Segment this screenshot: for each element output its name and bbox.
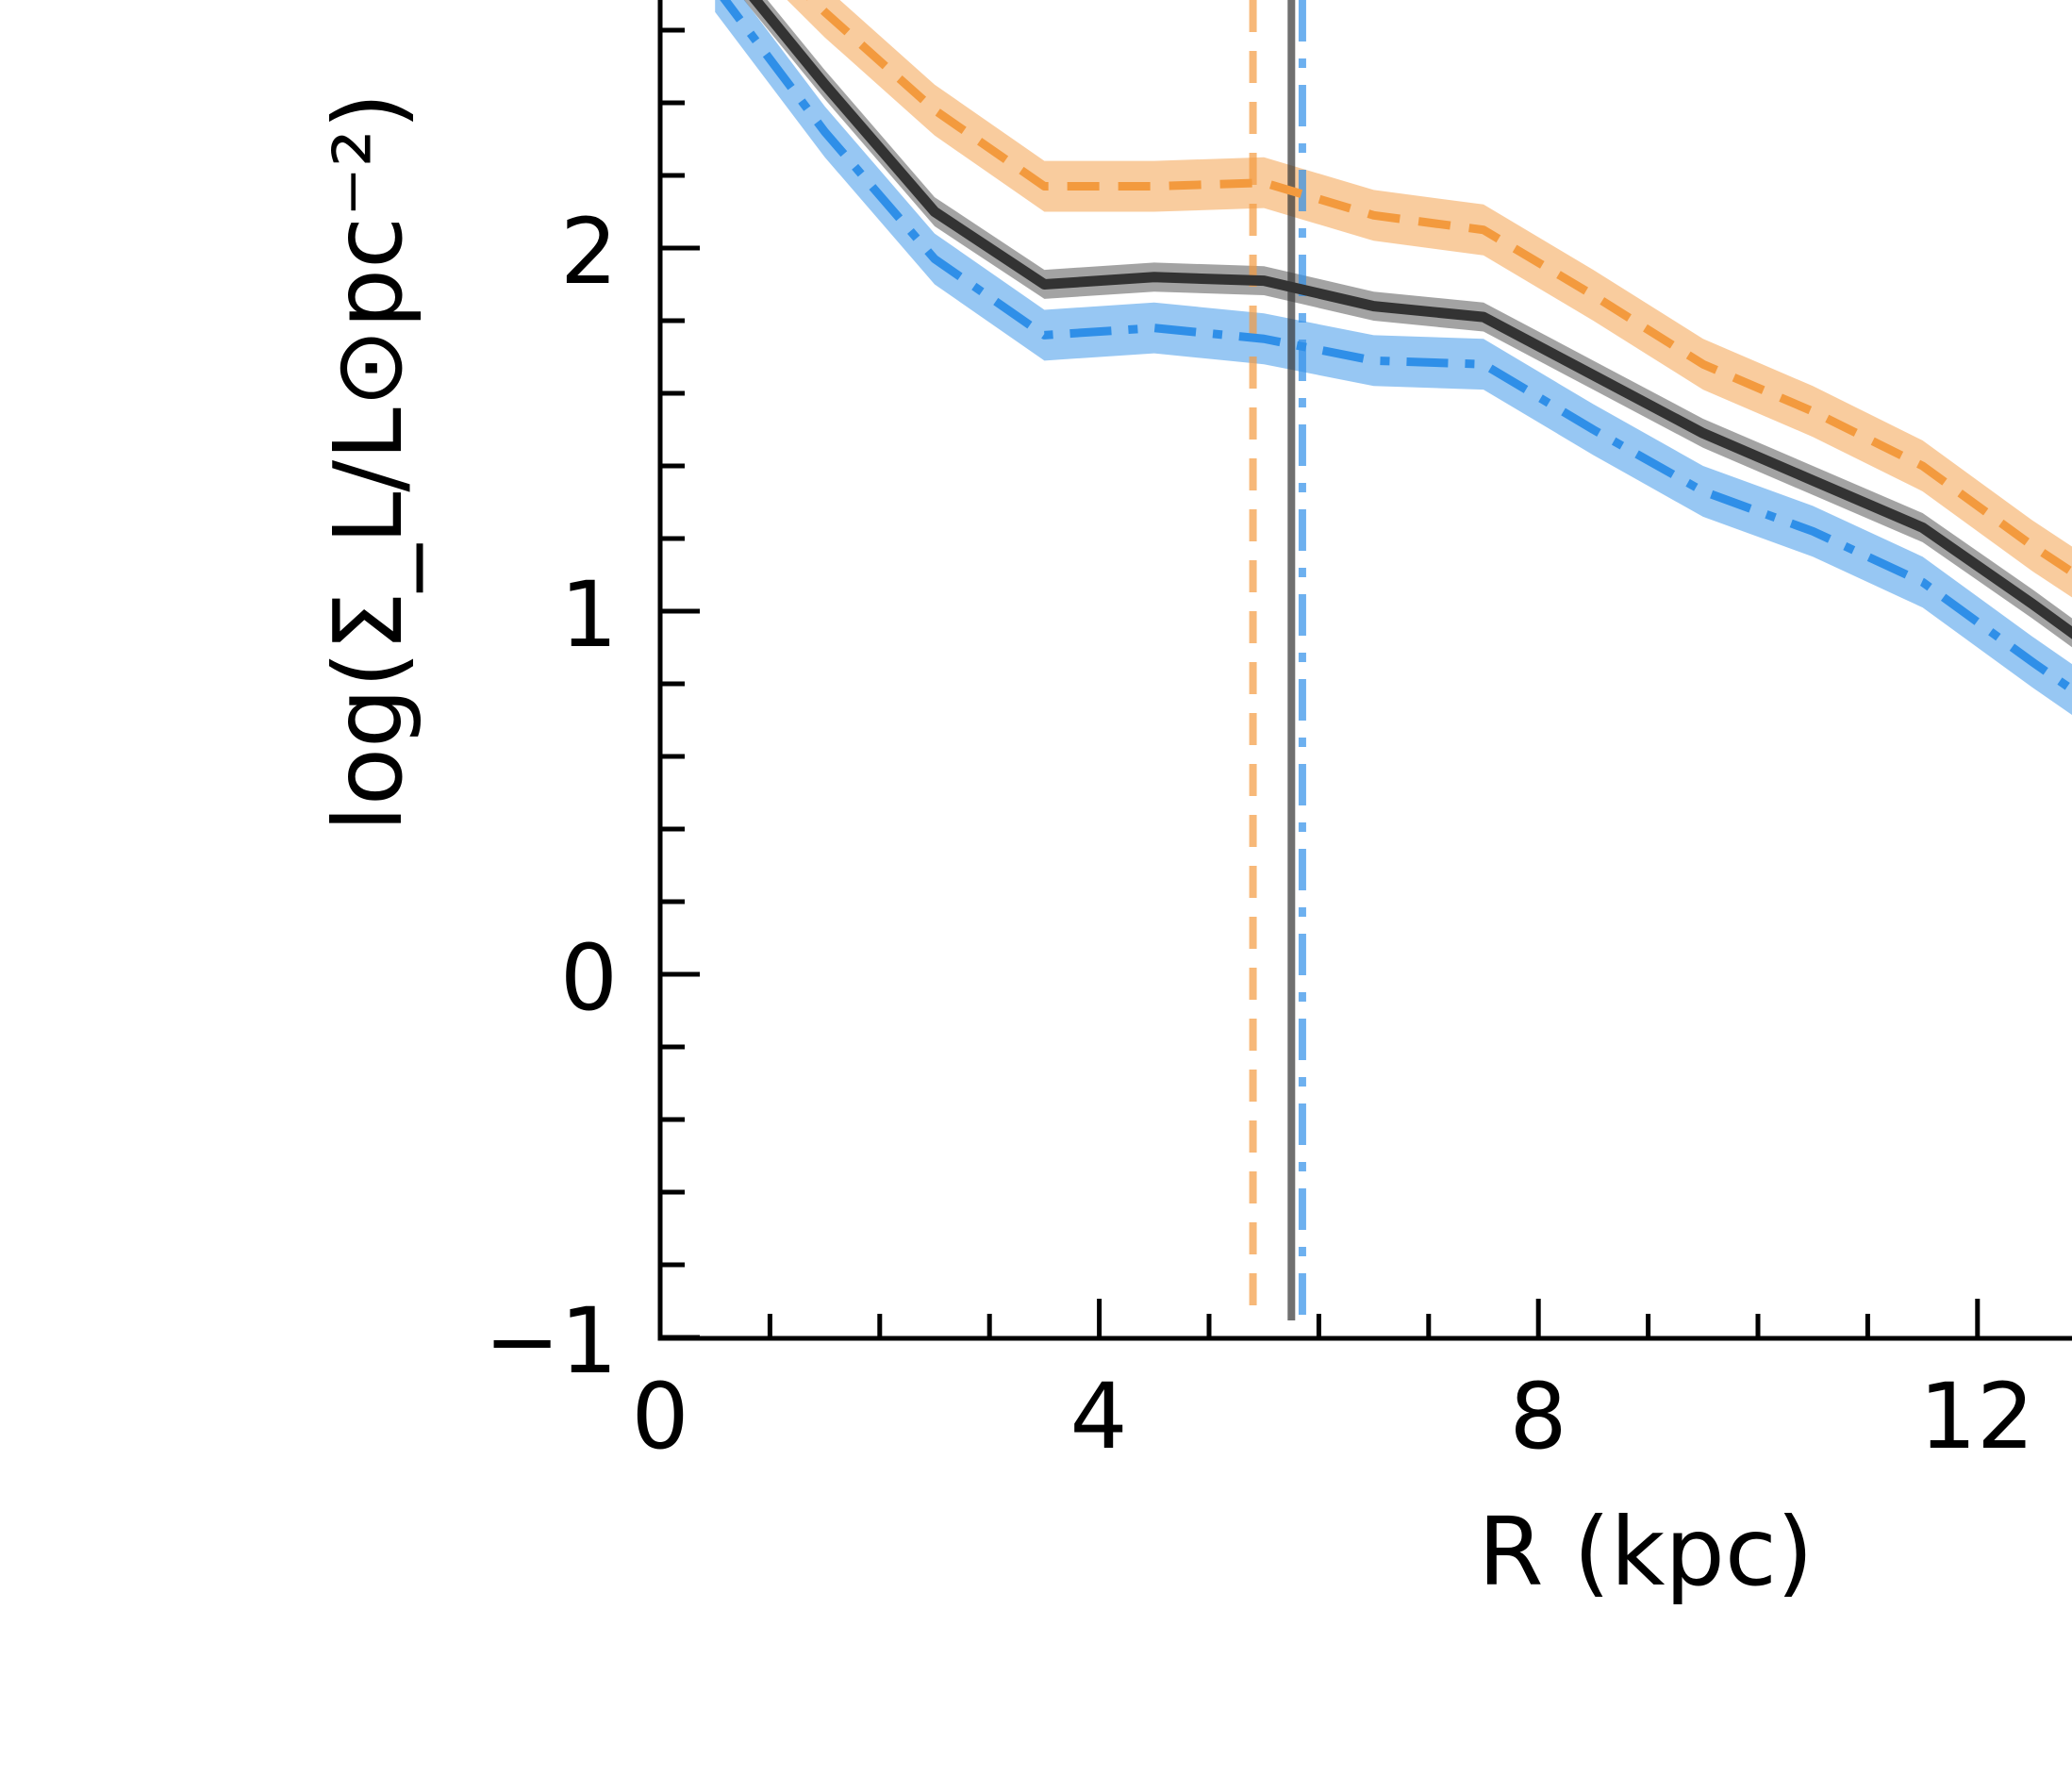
x-axis-title: R (kpc) <box>1478 1497 1814 1607</box>
reference-lines <box>1249 0 1306 1320</box>
uncertainty-bands <box>715 0 2072 716</box>
black-uncertainty-band <box>743 0 2072 648</box>
y-tick-labels: −1 0 1 2 <box>484 199 618 1394</box>
y-tick-label: 1 <box>560 562 618 668</box>
orange-profile-line <box>806 0 2072 577</box>
x-tick-label: 12 <box>1919 1364 2034 1469</box>
black-profile-line <box>749 0 2072 639</box>
y-tick-label: 0 <box>560 925 618 1031</box>
blue-uncertainty-band <box>715 0 2072 716</box>
axis-ticks <box>660 27 1981 1340</box>
profile-lines <box>720 0 2072 695</box>
blue-profile-line <box>720 0 2072 695</box>
x-tick-label: 8 <box>1509 1364 1566 1469</box>
y-axis-title: log(Σ_L/L⊙pc⁻²) <box>313 92 423 832</box>
y-tick-label: 2 <box>560 199 618 305</box>
x-tick-labels: 0 4 8 12 <box>631 1364 2034 1469</box>
x-tick-label: 4 <box>1069 1364 1127 1469</box>
x-tick-label: 0 <box>631 1364 688 1469</box>
y-tick-label: −1 <box>484 1288 618 1394</box>
axes <box>657 0 2072 1341</box>
